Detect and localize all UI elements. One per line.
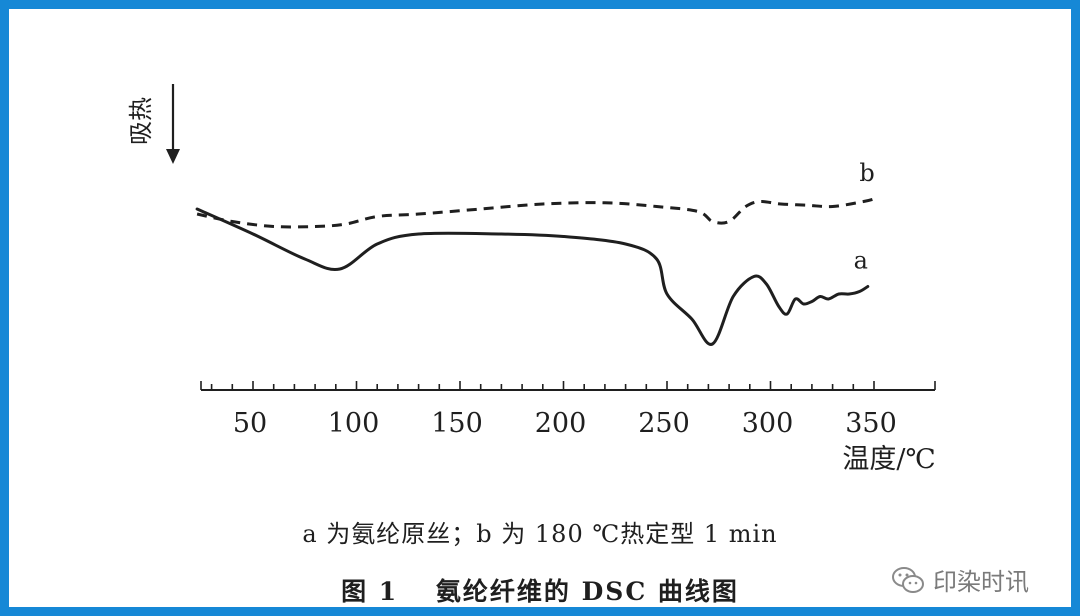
x-tick-label: 50 xyxy=(233,408,267,439)
x-tick-label: 150 xyxy=(431,408,483,439)
wechat-icon xyxy=(892,566,924,593)
y-axis-label: 吸热 xyxy=(127,97,155,145)
series-line-b xyxy=(196,197,875,229)
series-line-a xyxy=(195,207,870,346)
x-tick-label: 100 xyxy=(328,408,380,439)
series-label-b: b xyxy=(859,159,874,187)
figure-title: 图 1 氨纶纤维的 DSC 曲线图 xyxy=(341,577,739,606)
x-tick-label: 250 xyxy=(638,408,690,439)
x-axis-label: 温度/℃ xyxy=(842,444,935,475)
figure-note: a 为氨纶原丝；b 为 180 ℃热定型 1 min xyxy=(302,520,778,548)
x-tick-label: 200 xyxy=(535,408,587,439)
watermark-text: 印染时讯 xyxy=(933,568,1029,596)
dsc-chart: 50 100 150 200 250 300 350 温度/℃ 吸热 a b xyxy=(127,84,936,475)
x-tick-label: 300 xyxy=(742,408,794,439)
series-label-a: a xyxy=(854,247,868,275)
x-tick-label: 350 xyxy=(845,408,897,439)
watermark: 印染时讯 xyxy=(891,562,1029,597)
endotherm-arrow-head xyxy=(166,149,180,164)
